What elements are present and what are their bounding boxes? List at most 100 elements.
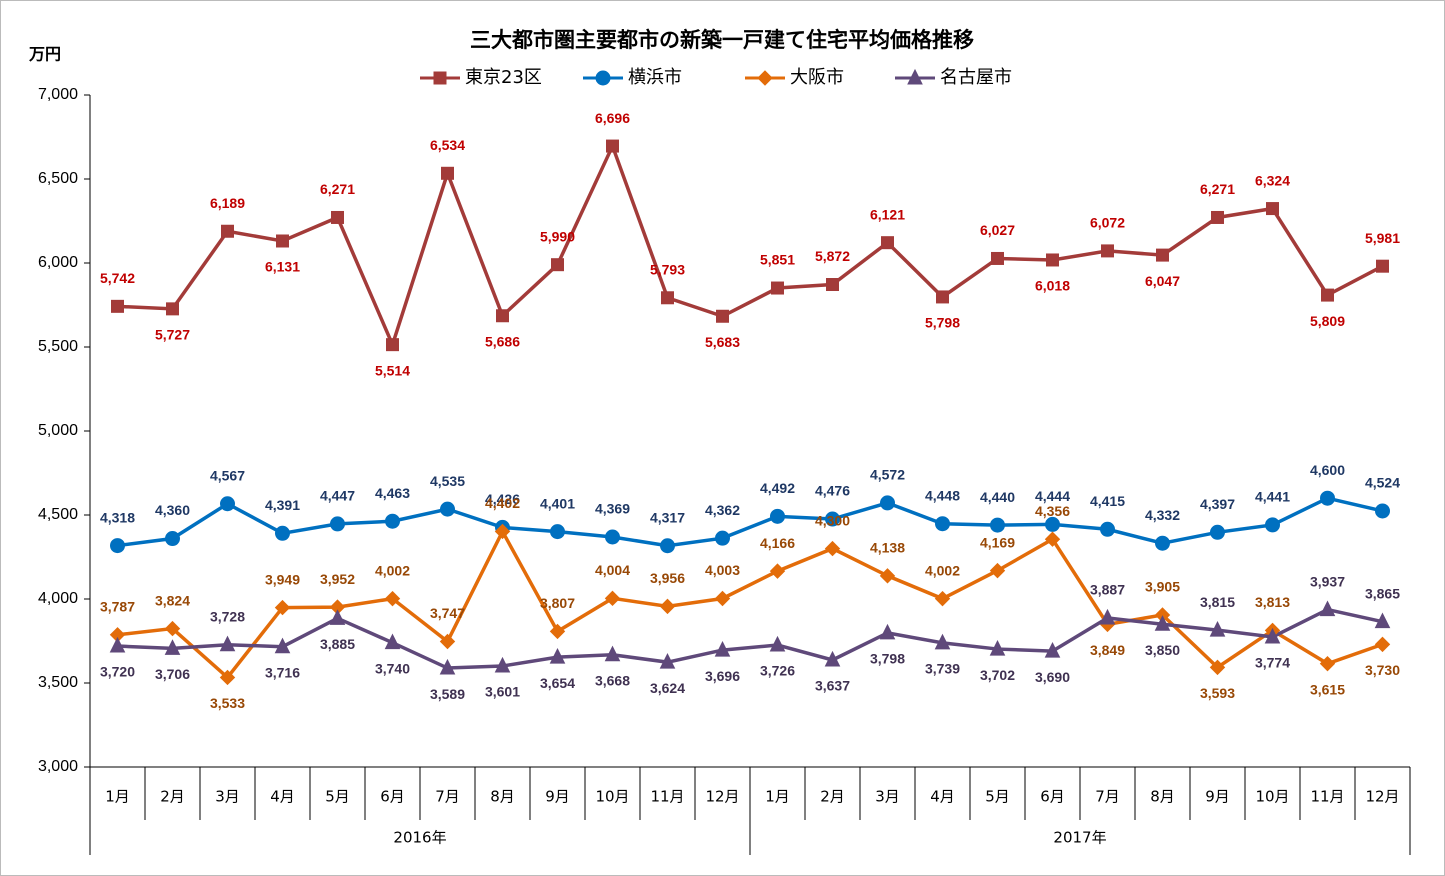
- data-label: 3,850: [1145, 642, 1180, 658]
- data-point: [439, 633, 456, 650]
- data-point: [386, 338, 399, 352]
- data-point: [220, 496, 235, 512]
- data-label: 4,476: [815, 483, 850, 499]
- data-label: 3,654: [540, 675, 575, 691]
- data-point: [714, 590, 731, 607]
- data-point: [824, 650, 841, 667]
- data-point: [1376, 259, 1389, 273]
- data-label: 6,072: [1090, 215, 1125, 231]
- data-point: [661, 291, 674, 305]
- data-label: 4,492: [760, 480, 795, 496]
- data-point: [1321, 288, 1334, 302]
- data-label: 6,121: [870, 206, 905, 222]
- data-label: 4,535: [430, 473, 465, 489]
- data-point: [1210, 524, 1225, 540]
- data-point: [825, 511, 840, 527]
- data-point: [1264, 627, 1281, 644]
- data-point: [329, 609, 346, 625]
- data-point: [1211, 210, 1224, 224]
- data-label: 6,534: [430, 137, 465, 153]
- data-label: 5,727: [155, 327, 190, 343]
- x-tick-label: 6月: [1040, 788, 1065, 806]
- data-point: [769, 635, 786, 652]
- data-label: 3,824: [155, 592, 190, 608]
- data-label: 6,027: [980, 222, 1015, 238]
- data-label: 3,949: [265, 571, 300, 587]
- data-label: 4,356: [1035, 503, 1070, 519]
- data-point: [1319, 600, 1336, 617]
- data-label: 3,728: [210, 608, 245, 624]
- data-point: [440, 501, 455, 517]
- data-point: [769, 563, 786, 579]
- data-point: [1265, 517, 1280, 533]
- data-point: [165, 531, 180, 547]
- data-point: [660, 538, 675, 554]
- x-tick-label: 7月: [435, 788, 460, 806]
- data-point: [1155, 535, 1170, 551]
- data-point: [276, 234, 289, 248]
- data-point: [441, 166, 454, 180]
- data-label: 3,726: [760, 663, 795, 679]
- data-point: [494, 656, 511, 673]
- data-point: [219, 669, 236, 686]
- data-label: 4,572: [870, 467, 905, 483]
- data-label: 5,793: [650, 261, 685, 277]
- data-label: 4,567: [210, 467, 245, 483]
- data-label: 3,887: [1090, 582, 1125, 598]
- x-tick-label: 9月: [545, 788, 570, 806]
- x-tick-label: 1月: [105, 788, 130, 806]
- legend-label: 横浜市: [628, 67, 682, 88]
- data-point: [494, 523, 511, 540]
- data-point: [605, 529, 620, 545]
- y-tick-label: 6,000: [38, 254, 78, 271]
- data-point: [770, 508, 785, 524]
- data-label: 4,362: [705, 502, 740, 518]
- data-label: 4,391: [265, 497, 300, 513]
- data-label: 6,131: [265, 259, 300, 275]
- data-point: [934, 633, 951, 650]
- data-point: [274, 637, 291, 654]
- data-label: 3,739: [925, 661, 960, 677]
- x-tick-label: 10月: [595, 788, 629, 806]
- data-point: [110, 538, 125, 554]
- data-point: [439, 658, 456, 675]
- data-point: [879, 568, 896, 584]
- x-tick-label: 6月: [380, 788, 405, 806]
- data-point: [219, 635, 236, 652]
- data-label: 3,533: [210, 695, 245, 711]
- data-label: 6,047: [1145, 273, 1180, 289]
- data-point: [879, 623, 896, 640]
- data-label: 4,369: [595, 501, 630, 517]
- data-point: [715, 530, 730, 546]
- x-tick-label: 2月: [160, 788, 185, 806]
- data-point: [989, 562, 1006, 579]
- data-label: 5,683: [705, 334, 740, 350]
- data-label: 3,690: [1035, 669, 1070, 685]
- y-tick-label: 3,000: [38, 758, 78, 775]
- data-point: [1320, 490, 1335, 506]
- data-label: 3,952: [320, 571, 355, 587]
- data-label: 4,138: [870, 540, 905, 556]
- data-label: 3,747: [430, 605, 465, 621]
- legend-label: 大阪市: [790, 67, 844, 88]
- data-label: 3,865: [1365, 585, 1400, 601]
- data-label: 3,593: [1200, 685, 1235, 701]
- data-label: 3,787: [100, 598, 135, 614]
- data-label: 4,002: [375, 562, 410, 578]
- data-label: 3,740: [375, 660, 410, 676]
- data-label: 3,720: [100, 664, 135, 680]
- data-label: 4,169: [980, 534, 1015, 550]
- group-label: 2016年: [393, 829, 446, 847]
- data-label: 4,415: [1090, 493, 1125, 509]
- data-point: [606, 139, 619, 153]
- data-point: [384, 590, 401, 607]
- data-point: [1319, 655, 1336, 672]
- data-label: 4,441: [1255, 489, 1290, 505]
- data-label: 3,696: [705, 668, 740, 684]
- data-label: 3,730: [1365, 662, 1400, 678]
- data-point: [496, 309, 509, 323]
- data-point: [1374, 612, 1391, 629]
- legend-marker: [595, 70, 611, 86]
- series-line: [117, 607, 1383, 670]
- data-label: 5,990: [540, 228, 575, 244]
